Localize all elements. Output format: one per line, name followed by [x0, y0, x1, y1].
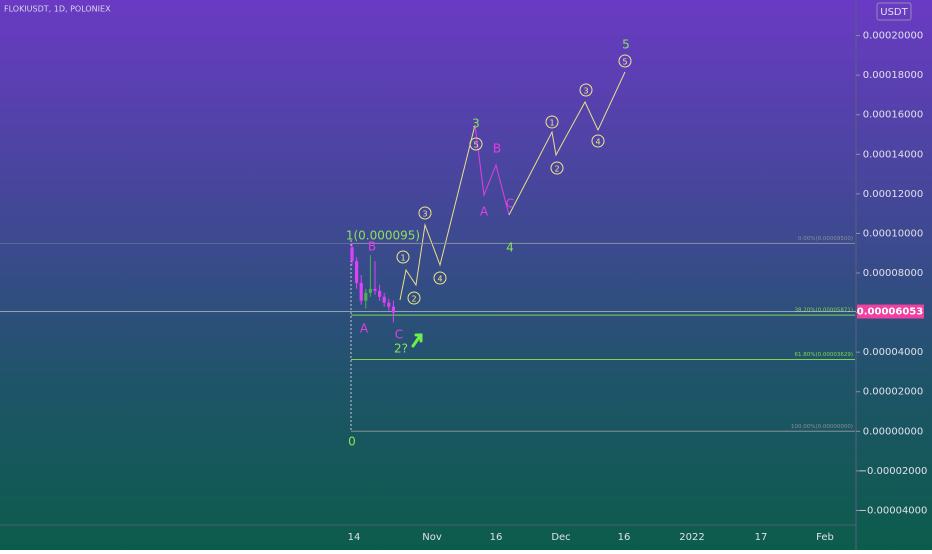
fib-label: 38.20%(0.00005871): [794, 308, 853, 314]
x-tick-label: Nov: [422, 532, 442, 543]
y-tick-label: 0.00000000: [863, 426, 923, 437]
wave-number: 2: [554, 165, 559, 174]
x-tick-label: Dec: [551, 532, 570, 543]
wave-number: 1: [549, 119, 554, 128]
fib-label: 0.00%(0.00009500): [798, 236, 853, 242]
y-tick-label: 0.00008000: [863, 268, 923, 279]
wave-path-correction: [474, 124, 510, 216]
y-tick-label: −0.00004000: [859, 505, 928, 516]
wave-number: 3: [422, 210, 427, 219]
wave-circle: [433, 271, 447, 285]
wave-label: C: [395, 328, 403, 342]
fib-label: 61.80%(0.00003629): [794, 352, 853, 358]
wave-number: 2: [411, 295, 416, 304]
arrow-icon: [411, 333, 423, 348]
candle-body: [373, 288, 377, 291]
wave-number: 4: [595, 138, 600, 147]
wave-path: [508, 71, 626, 216]
currency-label[interactable]: USDT: [880, 7, 908, 18]
wave-label: 3: [472, 117, 480, 131]
wave-circle: [550, 161, 564, 175]
y-tick-label: 0.00014000: [863, 149, 923, 160]
wave-label: B: [493, 142, 501, 156]
candle-body: [387, 302, 391, 307]
wave-circle: [579, 83, 593, 97]
x-tick-label: 14: [348, 532, 361, 543]
candle-body: [359, 282, 363, 301]
wave-label: 0: [348, 435, 356, 449]
price-tag: [857, 304, 924, 319]
y-tick-label: 0.00010000: [863, 228, 923, 239]
wave-number: 3: [583, 87, 588, 96]
candle-body: [355, 261, 359, 283]
wave-label: A: [360, 322, 369, 336]
x-tick-label: 16: [490, 532, 503, 543]
candle-body: [350, 247, 354, 262]
wave-circle: [469, 137, 483, 151]
y-tick-label: 0.00016000: [863, 110, 923, 121]
wave-label: 1(0.000095): [346, 229, 420, 243]
candle-body: [378, 290, 382, 297]
candle-body: [364, 292, 368, 301]
wave-path: [399, 124, 476, 301]
wave-label: 5: [622, 38, 630, 52]
y-tick-label: 0.00020000: [863, 31, 923, 42]
x-tick-label: 16: [618, 532, 631, 543]
wave-label: C: [506, 197, 514, 211]
currency-button[interactable]: [876, 2, 912, 21]
price-tag-label: 0.00006053: [857, 307, 923, 318]
wave-number: 5: [622, 58, 627, 67]
y-tick-label: 0.00004000: [863, 347, 923, 358]
wave-label: B: [368, 240, 376, 254]
x-tick-label: 2022: [679, 532, 704, 543]
wave-label: 4: [506, 241, 514, 255]
candle-body: [391, 306, 395, 313]
y-tick-label: 0.00002000: [863, 387, 923, 398]
fib-label: 100.00%(0.00000000): [791, 424, 853, 430]
wave-circle: [418, 206, 432, 220]
y-tick-label: −0.00002000: [859, 466, 928, 477]
candle-body: [382, 296, 386, 303]
wave-circle: [591, 134, 605, 148]
wave-circle: [545, 115, 559, 129]
x-tick-label: Feb: [816, 532, 834, 543]
wave-number: 1: [400, 254, 405, 263]
wave-circle: [618, 54, 632, 68]
candle-body: [368, 288, 372, 293]
wave-circle: [396, 250, 410, 264]
wave-label: 2?: [394, 342, 408, 356]
wave-label: A: [480, 205, 489, 219]
wave-number: 4: [437, 275, 442, 284]
y-tick-label: 0.00012000: [863, 189, 923, 200]
wave-circle: [407, 291, 421, 305]
y-tick-label: 0.00018000: [863, 70, 923, 81]
wave-number: 5: [473, 141, 478, 150]
x-tick-label: 17: [755, 532, 768, 543]
symbol-title: FLOKIUSDT, 1D, POLONIEX: [4, 5, 111, 14]
